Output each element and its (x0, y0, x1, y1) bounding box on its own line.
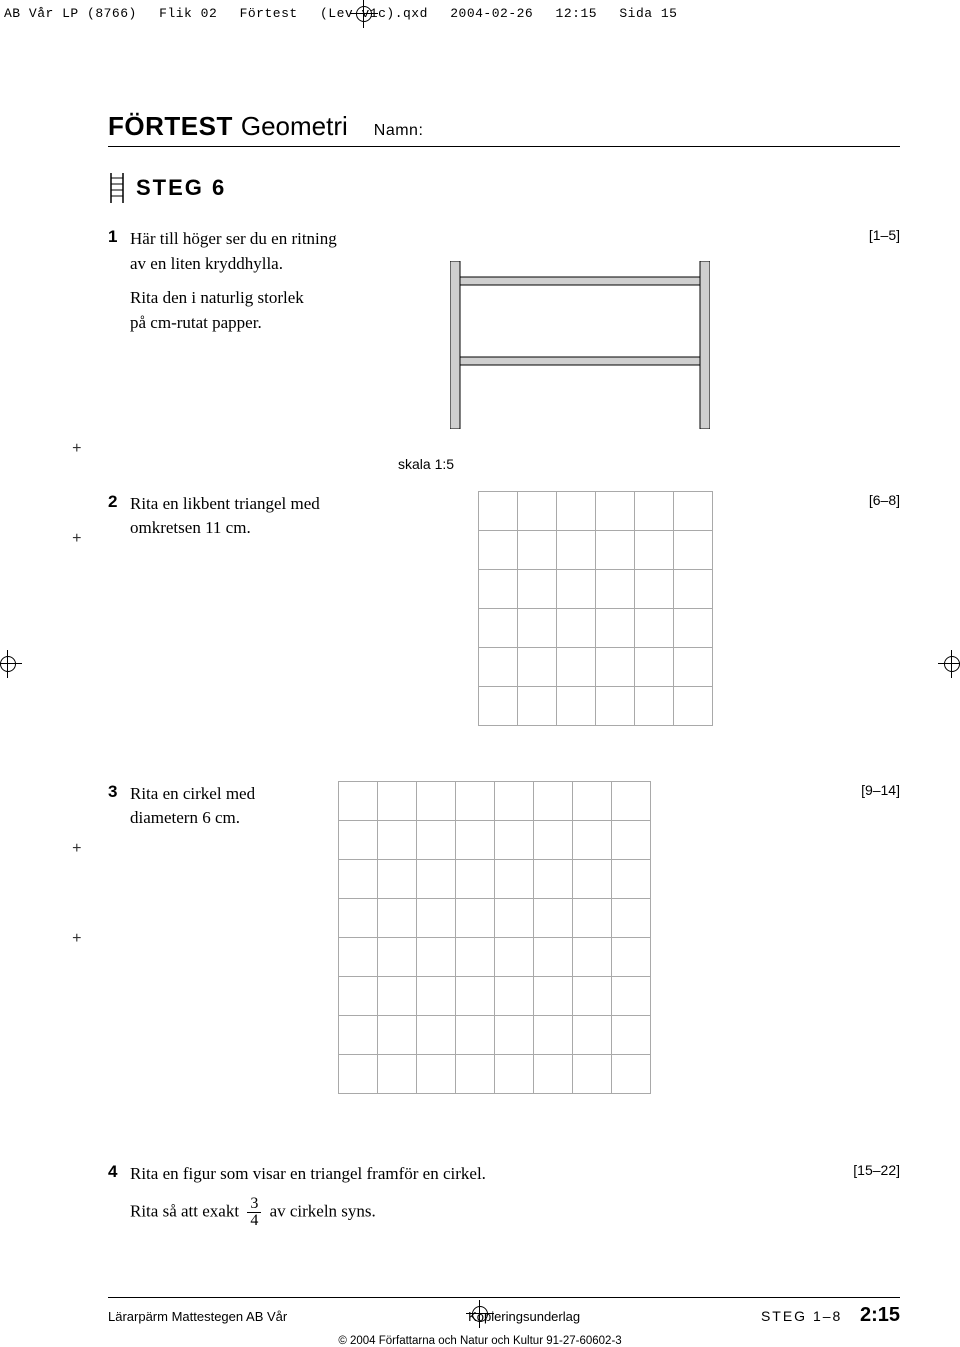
title-light: Geometri (241, 111, 348, 142)
footer-rule (108, 1297, 900, 1298)
t2-l1: Rita en likbent triangel med (130, 492, 450, 517)
t3-l1: Rita en cirkel med (130, 782, 330, 807)
t4-l2: Rita så att exakt 34 av cirkeln syns. (130, 1196, 830, 1229)
doc-header: AB Vår LP (8766) Flik 02 Förtest (Lev v1… (0, 0, 960, 23)
hdr-sida: Sida 15 (619, 6, 677, 21)
t1-l4: på cm-rutat papper. (130, 311, 450, 336)
task4-text: Rita en figur som visar en triangel fram… (130, 1162, 830, 1230)
title-rule (108, 146, 900, 147)
hdr-doc: AB Vår LP (8766) (4, 6, 137, 21)
title-row: FÖRTEST Geometri Namn: (108, 111, 900, 142)
hdr-flik: Flik 02 (159, 6, 217, 21)
task3-grid (338, 782, 650, 1094)
frac-den: 4 (247, 1213, 261, 1229)
task1-ref: [1–5] (869, 227, 900, 243)
steg-label: STEG 6 (136, 175, 226, 201)
name-label: Namn: (374, 122, 424, 140)
t4-l2a: Rita så att exakt (130, 1202, 243, 1221)
task-3: 3 Rita en cirkel med diametern 6 cm. [9–… (108, 782, 900, 1132)
hdr-fortest: Förtest (240, 6, 298, 21)
task-4: 4 Rita en figur som visar en triangel fr… (108, 1162, 900, 1230)
frac-num: 3 (247, 1196, 261, 1213)
page-body: FÖRTEST Geometri Namn: STEG 6 1 Här till… (0, 111, 960, 1289)
regmark-bottom (466, 1300, 494, 1328)
fraction-3-4: 34 (247, 1196, 261, 1229)
task4-num: 4 (108, 1162, 117, 1182)
t2-l2: omkretsen 11 cm. (130, 516, 450, 541)
skala-label: skala 1:5 (398, 456, 900, 472)
footer-steg: STEG 1–8 (761, 1308, 842, 1324)
task2-num: 2 (108, 492, 117, 512)
t3-l2: diametern 6 cm. (130, 806, 330, 831)
ladder-icon (108, 173, 126, 203)
title-bold: FÖRTEST (108, 111, 233, 142)
regmark-top (350, 0, 378, 28)
task2-grid (478, 492, 712, 726)
task3-text: Rita en cirkel med diametern 6 cm. (130, 782, 330, 831)
task-1: 1 Här till höger ser du en ritning av en… (108, 227, 900, 472)
task4-ref: [15–22] (853, 1162, 900, 1178)
task3-ref: [9–14] (861, 782, 900, 798)
t1-l2: av en liten kryddhylla. (130, 252, 450, 277)
task2-text: Rita en likbent triangel med omkretsen 1… (130, 492, 450, 541)
footer-row: Lärarpärm Mattestegen AB Vår Kopieringsu… (108, 1304, 900, 1327)
t4-l1: Rita en figur som visar en triangel fram… (130, 1162, 830, 1187)
copyright: © 2004 Författarna och Natur och Kultur … (0, 1335, 960, 1347)
t1-l1: Här till höger ser du en ritning (130, 227, 450, 252)
task3-num: 3 (108, 782, 117, 802)
footer-left: Lärarpärm Mattestegen AB Vår (108, 1309, 287, 1324)
task-2: 2 Rita en likbent triangel med omkretsen… (108, 492, 900, 762)
footer-right: STEG 1–8 2:15 (761, 1304, 900, 1327)
hdr-time: 12:15 (556, 6, 598, 21)
t4-l2b: av cirkeln syns. (265, 1202, 375, 1221)
task2-ref: [6–8] (869, 492, 900, 508)
steg-heading: STEG 6 (108, 173, 900, 203)
task1-text: Här till höger ser du en ritning av en l… (130, 227, 450, 336)
t1-l3: Rita den i naturlig storlek (130, 286, 450, 311)
task1-num: 1 (108, 227, 117, 247)
hdr-date: 2004-02-26 (450, 6, 533, 21)
